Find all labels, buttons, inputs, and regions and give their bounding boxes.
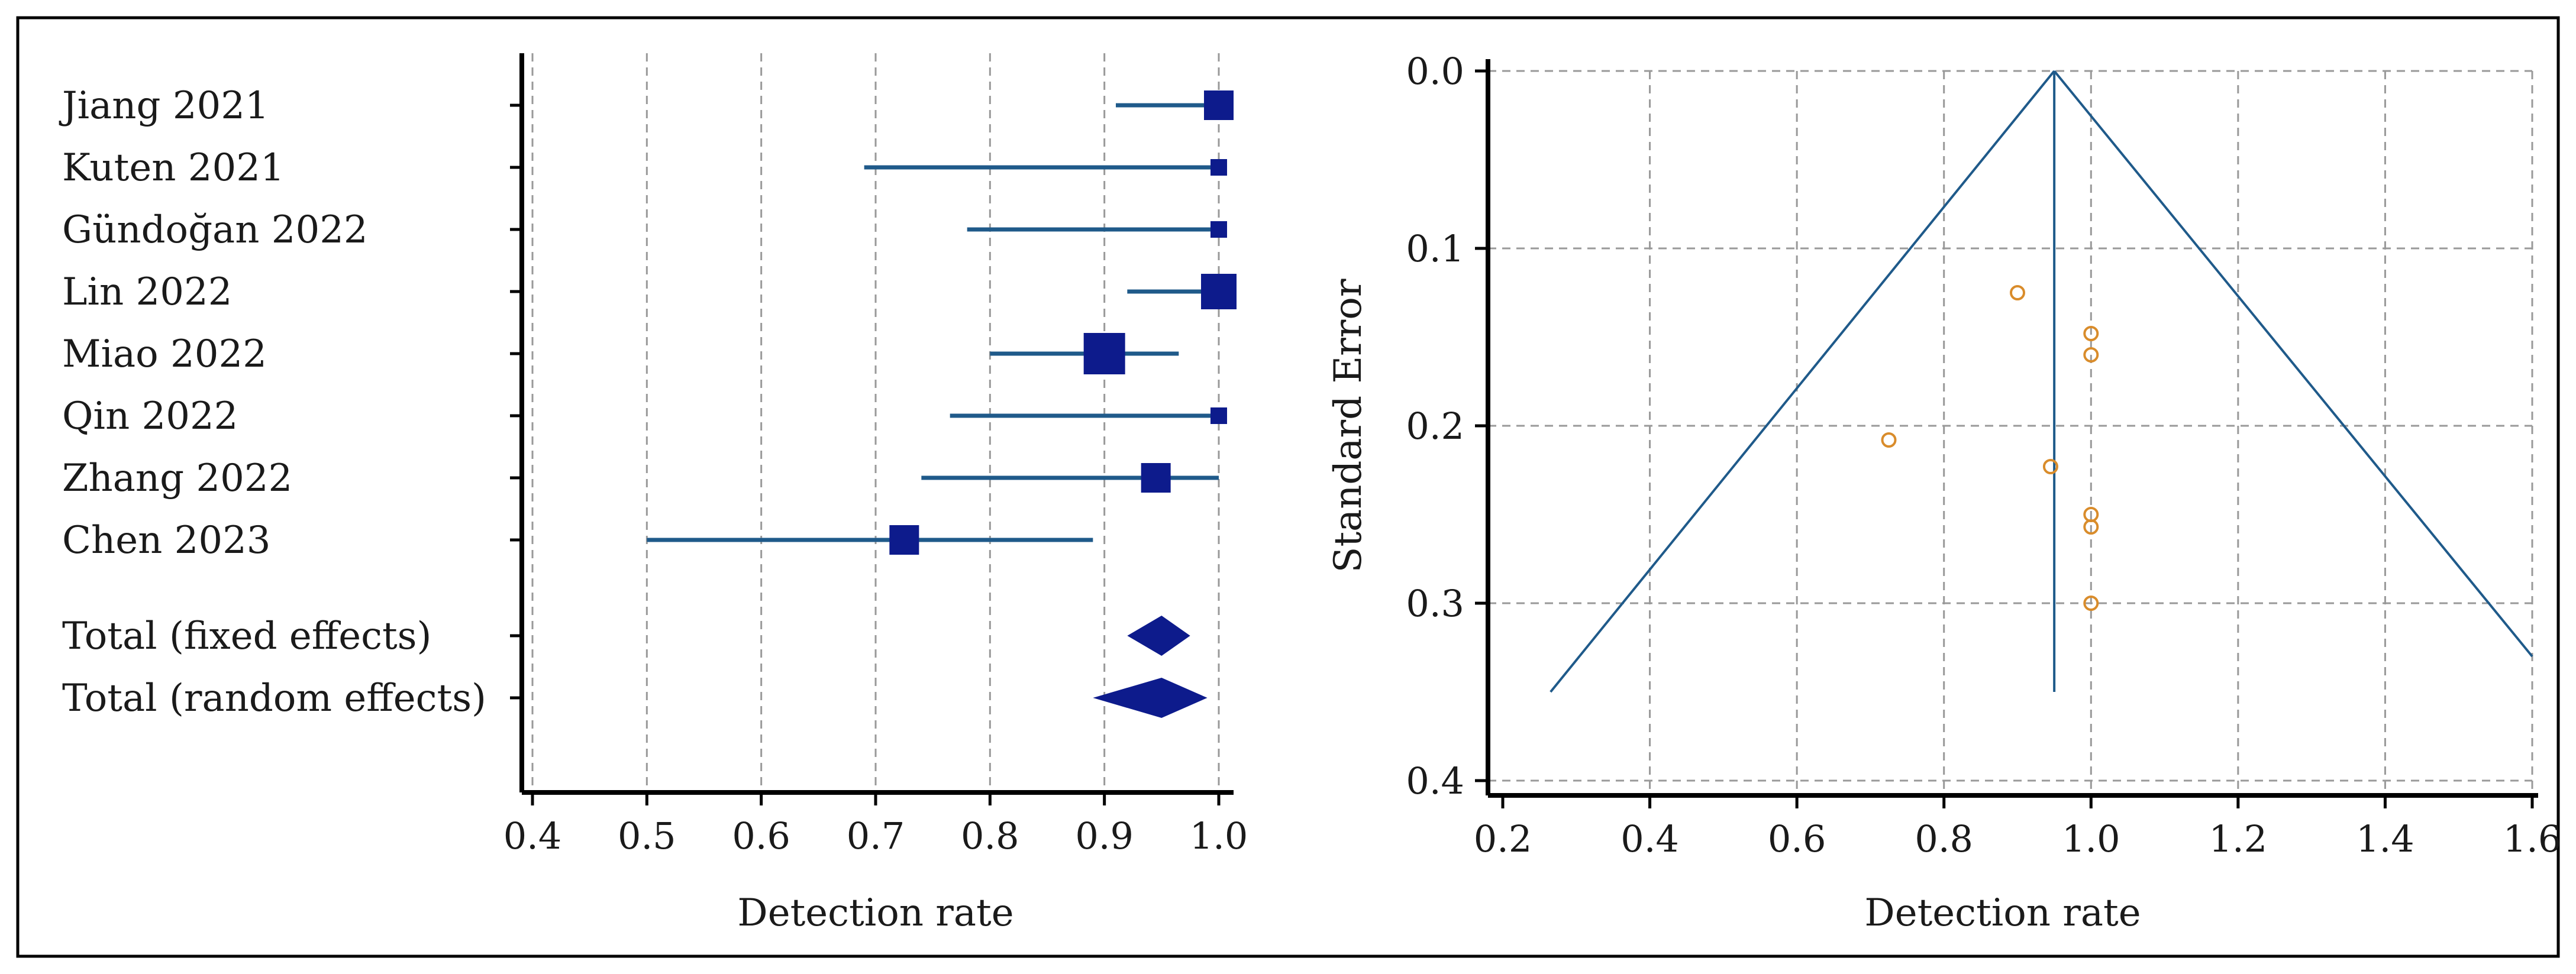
study-label: Miao 2022: [62, 332, 267, 376]
funnel-x-tick-label: 0.8: [1915, 817, 1973, 860]
funnel-marks: [1550, 70, 2533, 693]
funnel-y-tick-label: 0.3: [1406, 582, 1464, 625]
funnel-x-tick-label: 0.6: [1768, 817, 1826, 860]
forest-plot: 0.4 0.5 0.6 0.7 0.8 0.9 1.0 Jiang 2021 Kuten 20…: [59, 53, 1248, 935]
forest-x-tick-label: 1.0: [1190, 814, 1248, 857]
study-estimate-square: [1083, 333, 1125, 374]
forest-x-tick-label: 0.7: [847, 814, 905, 857]
funnel-study-point: [2042, 459, 2058, 474]
funnel-study-point: [2083, 519, 2099, 535]
funnel-x-axis-label: Detection rate: [1864, 891, 2141, 935]
study-label: Zhang 2022: [62, 457, 292, 500]
funnel-y-axis-label: Standard Error: [1326, 279, 1370, 572]
study-label: Kuten 2021: [62, 146, 285, 190]
funnel-study-point: [2083, 596, 2099, 611]
study-label: Qin 2022: [62, 394, 238, 438]
funnel-x-tick-label: 1.4: [2356, 817, 2414, 860]
study-label: Gündoğan 2022: [62, 208, 368, 252]
study-label: Jiang 2021: [59, 84, 269, 128]
funnel-x-tick-label: 0.4: [1621, 817, 1679, 860]
forest-axes: 0.4 0.5 0.6 0.7 0.8 0.9 1.0: [503, 53, 1248, 857]
funnel-y-tick-label: 0.1: [1406, 227, 1464, 270]
funnel-y-tick-label: 0.0: [1406, 50, 1464, 93]
funnel-x-tick-label: 0.2: [1474, 817, 1532, 860]
study-estimate-square: [1210, 407, 1227, 424]
figure-border: [16, 16, 2560, 958]
funnel-study-point: [1881, 432, 1897, 448]
funnel-y-tick-label: 0.4: [1406, 759, 1464, 803]
forest-x-tick-label: 0.9: [1075, 814, 1134, 857]
funnel-right-boundary: [2053, 70, 2533, 658]
study-estimate-square: [1201, 274, 1237, 309]
funnel-study-point: [2083, 326, 2099, 341]
study-estimate-square: [889, 525, 919, 555]
funnel-y-tick-label: 0.2: [1406, 405, 1464, 448]
funnel-left-boundary: [1550, 70, 2055, 693]
funnel-study-point: [2083, 347, 2099, 363]
pooled-estimate-diamond: [1127, 616, 1190, 656]
study-estimate-square: [1141, 463, 1171, 493]
study-estimate-square: [1210, 221, 1227, 238]
study-label: Chen 2023: [62, 519, 271, 562]
forest-marks: [647, 90, 1237, 718]
forest-x-tick-label: 0.5: [618, 814, 676, 857]
funnel-x-tick-label: 1.6: [2503, 817, 2562, 860]
pooled-estimate-diamond: [1093, 678, 1208, 718]
funnel-study-point: [2010, 285, 2025, 300]
forest-x-tick-label: 0.6: [732, 814, 790, 857]
funnel-x-tick-label: 1.2: [2209, 817, 2268, 860]
forest-x-axis-label: Detection rate: [737, 891, 1013, 935]
study-estimate-square: [1204, 90, 1234, 120]
total-label: Total (fixed effects): [62, 614, 431, 658]
forest-x-tick-label: 0.4: [503, 814, 562, 857]
forest-labels: Jiang 2021 Kuten 2021 Gündoğan 2022 Lin 202…: [59, 84, 486, 720]
funnel-grid: [1488, 70, 2533, 795]
forest-x-tick-label: 0.8: [961, 814, 1019, 857]
funnel-axes: 0.2 0.4 0.6 0.8 1.0 1.2 1.4 1.60.00.10.20.30.4: [1406, 50, 2561, 860]
total-label: Total (random effects): [62, 677, 486, 720]
funnel-plot: 0.2 0.4 0.6 0.8 1.0 1.2 1.4 1.60.00.10.20.30.4 …: [1326, 50, 2561, 935]
funnel-x-tick-label: 1.0: [2062, 817, 2120, 860]
study-label: Lin 2022: [62, 270, 232, 314]
study-estimate-square: [1210, 159, 1227, 176]
